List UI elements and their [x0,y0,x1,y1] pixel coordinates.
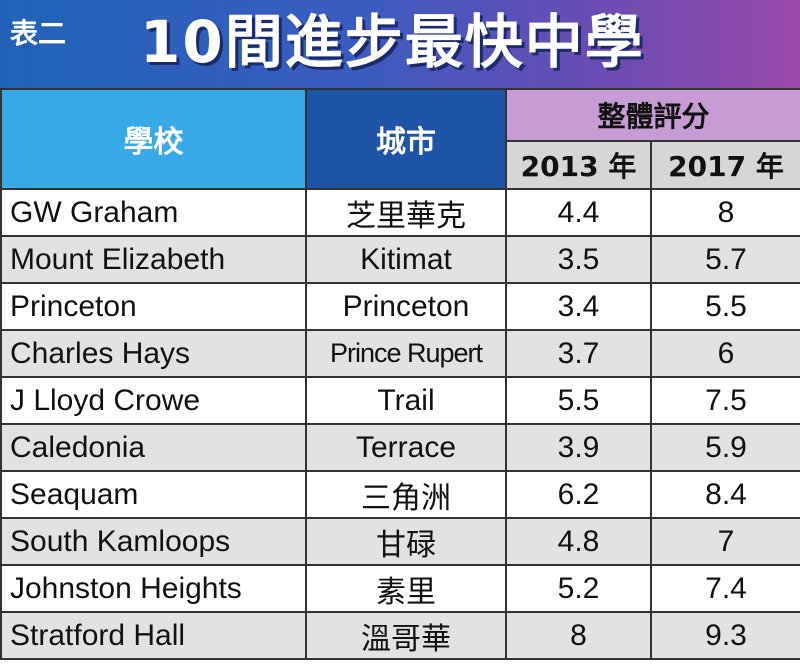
score-2017-cell: 7 [649,517,800,566]
score-2013-cell: 5.2 [505,564,652,613]
score-2017-cell: 7.5 [649,376,800,425]
table-row: Mount Elizabeth Kitimat 3.5 5.7 [0,235,800,284]
table-row: GW Graham 芝里華克 4.4 8 [0,188,800,237]
school-name-cell: Mount Elizabeth [0,235,307,284]
school-name-cell: Stratford Hall [0,611,307,660]
table-row: South Kamloops 甘碌 4.8 7 [0,517,800,566]
school-name-cell: Charles Hays [0,329,307,378]
city-cell: Princeton [305,282,507,331]
school-column-header: 學校 [0,88,307,190]
score-2017-cell: 6 [649,329,800,378]
school-name-cell: South Kamloops [0,517,307,566]
city-cell: 素里 [305,564,507,613]
score-2017-cell: 7.4 [649,564,800,613]
table-row: J Lloyd Crowe Trail 5.5 7.5 [0,376,800,425]
school-name-cell: Princeton [0,282,307,331]
table-row: Princeton Princeton 3.4 5.5 [0,282,800,331]
school-ranking-table: 學校 城市 整體評分 2013 年 2017 年 GW Graham 芝里華克 4.… [0,88,800,660]
city-cell: 三角洲 [305,470,507,519]
score-2017-cell: 5.7 [649,235,800,284]
score-2013-cell: 3.9 [505,423,652,472]
table-row: Seaquam 三角洲 6.2 8.4 [0,470,800,519]
city-cell: Terrace [305,423,507,472]
city-cell: 甘碌 [305,517,507,566]
score-2017-cell: 8 [649,188,800,237]
city-cell: Trail [305,376,507,425]
school-name-cell: Seaquam [0,470,307,519]
title-banner: 表二 10間進步最快中學 [0,0,800,88]
table-row: Charles Hays Prince Rupert 3.7 6 [0,329,800,378]
table-row: Johnston Heights 素里 5.2 7.4 [0,564,800,613]
city-column-header: 城市 [305,88,507,190]
score-2013-cell: 5.5 [505,376,652,425]
score-2013-cell: 4.4 [505,188,652,237]
school-name-cell: GW Graham [0,188,307,237]
table-number-label: 表二 [10,17,67,50]
city-cell: 溫哥華 [305,611,507,660]
score-2013-cell: 3.5 [505,235,652,284]
school-name-cell: Caledonia [0,423,307,472]
overall-score-header: 整體評分 [504,88,800,142]
school-name-cell: Johnston Heights [0,564,307,613]
score-2017-cell: 8.4 [649,470,800,519]
city-cell: Prince Rupert [305,329,507,378]
city-cell: 芝里華克 [305,188,507,237]
score-2013-cell: 3.7 [505,329,652,378]
score-2017-cell: 9.3 [649,611,800,660]
score-2013-cell: 6.2 [505,470,652,519]
score-2017-cell: 5.5 [649,282,800,331]
table-row: Stratford Hall 溫哥華 8 9.3 [0,611,800,660]
table-body: GW Graham 芝里華克 4.4 8 Mount Elizabeth Kitimat 3… [0,188,800,660]
score-2017-cell: 5.9 [649,423,800,472]
year-2017-header: 2017 年 [649,140,800,190]
year-2013-header: 2013 年 [505,140,652,190]
score-2013-cell: 3.4 [505,282,652,331]
score-2013-cell: 8 [505,611,652,660]
page-title: 10間進步最快中學 [140,8,645,76]
school-name-cell: J Lloyd Crowe [0,376,307,425]
city-cell: Kitimat [305,235,507,284]
score-2013-cell: 4.8 [505,517,652,566]
table-row: Caledonia Terrace 3.9 5.9 [0,423,800,472]
